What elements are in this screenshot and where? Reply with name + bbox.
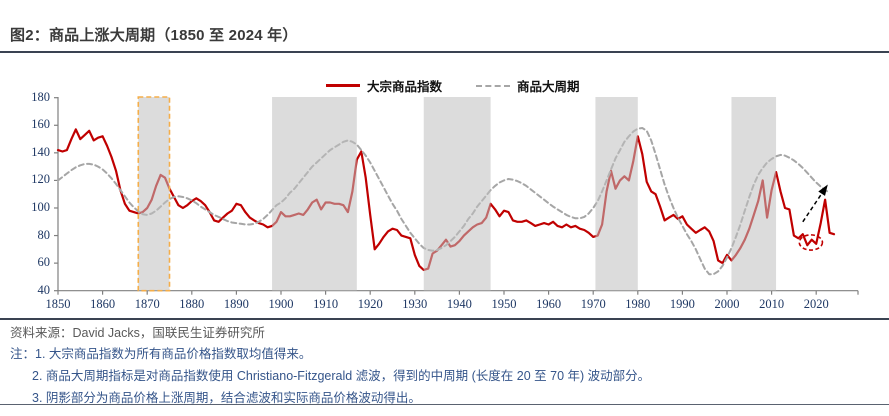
shaded-region [423, 97, 491, 291]
y-tick-label: 60 [37, 255, 51, 270]
x-tick-label: 1890 [223, 296, 249, 311]
chart-legend: 大宗商品指数 商品大周期 [326, 76, 580, 95]
y-tick-label: 120 [31, 172, 50, 187]
y-tick-label: 100 [31, 199, 50, 214]
figure-title: 图2：商品上涨大周期（1850 至 2024 年） [10, 27, 298, 44]
highlight-ellipse [798, 234, 824, 251]
y-tick-label: 160 [31, 117, 50, 132]
footer-bottom-rule [0, 404, 889, 405]
x-tick-label: 2010 [759, 296, 785, 311]
note-2: 2. 商品大周期指标是对商品指数使用 Christiano-Fitzgerald… [32, 369, 651, 383]
legend-item-commodity-index: 大宗商品指数 [326, 76, 442, 95]
highlight-box [137, 96, 171, 292]
red-line-swatch-icon [326, 84, 360, 87]
x-tick-label: 1950 [491, 296, 517, 311]
x-tick-label: 1850 [45, 296, 71, 311]
gray-dashed-swatch-icon [476, 84, 511, 87]
x-tick-label: 1860 [90, 296, 116, 311]
x-tick-label: 1930 [402, 296, 428, 311]
title-underline [0, 51, 889, 53]
x-tick-label: 2020 [803, 296, 829, 311]
y-tick-label: 40 [37, 282, 51, 297]
x-tick-label: 1970 [580, 296, 606, 311]
legend-item-super-cycle: 商品大周期 [450, 76, 580, 95]
x-tick-label: 1910 [313, 296, 339, 311]
footer-top-rule [0, 318, 889, 320]
legend-label: 商品大周期 [517, 80, 580, 94]
legend-label: 大宗商品指数 [367, 80, 443, 94]
x-tick-label: 1960 [536, 296, 562, 311]
note-3: 3. 阴影部分为商品价格上涨周期，结合滤波和实际商品价格波动得出。 [32, 391, 421, 405]
x-tick-label: 1880 [179, 296, 205, 311]
source-line: 资料来源：David Jacks，国联民生证券研究所 [10, 326, 265, 340]
shaded-region [731, 97, 777, 291]
x-tick-label: 1870 [134, 296, 160, 311]
y-tick-label: 140 [31, 144, 50, 159]
x-tick-label: 1920 [357, 296, 383, 311]
trend-arrow-head-icon [818, 184, 828, 196]
x-tick-label: 2000 [714, 296, 740, 311]
x-tick-label: 1940 [446, 296, 472, 311]
x-tick-label: 1980 [625, 296, 651, 311]
shaded-region [272, 97, 357, 291]
x-tick-label: 1990 [669, 296, 695, 311]
y-tick-label: 80 [37, 227, 51, 242]
shaded-region [138, 97, 170, 291]
shaded-region [595, 97, 638, 291]
y-tick-label: 180 [31, 89, 50, 104]
note-1: 注：1. 大宗商品指数为所有商品价格指数取均值得来。 [10, 347, 312, 361]
x-tick-label: 1900 [268, 296, 294, 311]
